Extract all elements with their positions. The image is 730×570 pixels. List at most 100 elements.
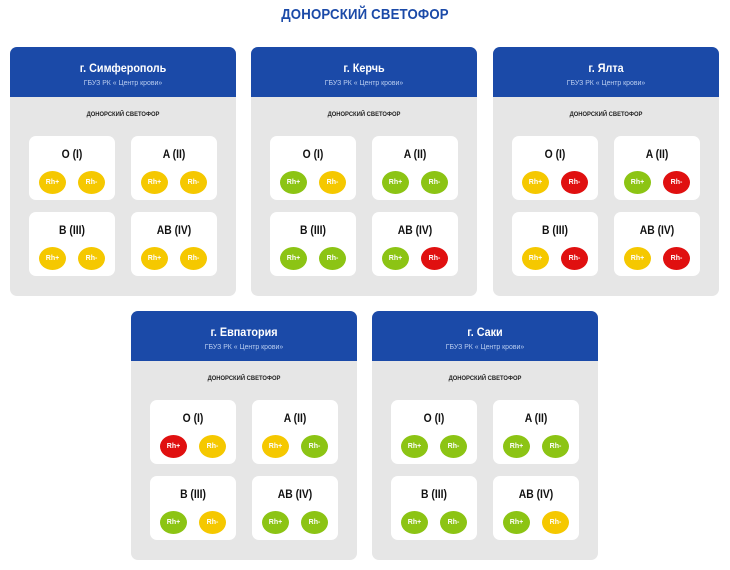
blood-group-label: A (II) (403, 149, 427, 161)
blood-group-o-i: O (I) Rh+ Rh- (270, 136, 356, 200)
city-name: г. Ялта (588, 61, 624, 75)
blood-group-label: O (I) (182, 413, 204, 425)
blood-group-ab-iv: AB (IV) Rh+ Rh- (614, 212, 700, 276)
rh-negative-indicator[interactable]: Rh- (561, 171, 588, 194)
rh-negative-indicator[interactable]: Rh- (663, 171, 690, 194)
blood-group-ab-iv: AB (IV) Rh+ Rh- (252, 476, 338, 540)
rh-positive-indicator[interactable]: Rh+ (503, 511, 530, 534)
rh-negative-indicator[interactable]: Rh- (440, 511, 467, 534)
card-header: г. Симферополь ГБУЗ РК « Центр крови» (10, 47, 236, 97)
rh-negative-indicator[interactable]: Rh- (542, 511, 569, 534)
blood-group-b-iii: B (III) Rh+ Rh- (512, 212, 598, 276)
rh-negative-indicator[interactable]: Rh- (319, 247, 346, 270)
blood-group-label: B (III) (421, 489, 447, 501)
card-header: г. Ялта ГБУЗ РК « Центр крови» (493, 47, 719, 97)
rh-positive-indicator[interactable]: Rh+ (280, 247, 307, 270)
rh-negative-indicator[interactable]: Rh- (561, 247, 588, 270)
city-card: г. Симферополь ГБУЗ РК « Центр крови» ДО… (10, 47, 236, 296)
blood-group-o-i: O (I) Rh+ Rh- (29, 136, 115, 200)
card-subtitle: ДОНОРСКИЙ СВЕТОФОР (207, 375, 281, 382)
card-subtitle: ДОНОРСКИЙ СВЕТОФОР (569, 111, 643, 118)
rh-positive-indicator[interactable]: Rh+ (141, 171, 168, 194)
rh-negative-indicator[interactable]: Rh- (421, 171, 448, 194)
rh-positive-indicator[interactable]: Rh+ (503, 435, 530, 458)
rh-negative-indicator[interactable]: Rh- (663, 247, 690, 270)
blood-group-label: O (I) (302, 149, 324, 161)
blood-group-a-ii: A (II) Rh+ Rh- (493, 400, 579, 464)
blood-group-label: B (III) (180, 489, 206, 501)
organization-name: ГБУЗ РК « Центр крови» (566, 78, 646, 87)
city-name: г. Симферополь (79, 61, 167, 75)
blood-group-a-ii: A (II) Rh+ Rh- (614, 136, 700, 200)
rh-negative-indicator[interactable]: Rh- (199, 435, 226, 458)
rh-positive-indicator[interactable]: Rh+ (382, 247, 409, 270)
rh-negative-indicator[interactable]: Rh- (199, 511, 226, 534)
city-card: г. Керчь ГБУЗ РК « Центр крови» ДОНОРСКИ… (251, 47, 477, 296)
rh-positive-indicator[interactable]: Rh+ (280, 171, 307, 194)
blood-group-label: O (I) (61, 149, 83, 161)
city-name: г. Евпатория (210, 325, 278, 339)
rh-negative-indicator[interactable]: Rh- (180, 171, 207, 194)
rh-positive-indicator[interactable]: Rh+ (39, 171, 66, 194)
organization-name: ГБУЗ РК « Центр крови» (445, 342, 525, 351)
blood-group-b-iii: B (III) Rh+ Rh- (270, 212, 356, 276)
blood-group-b-iii: B (III) Rh+ Rh- (391, 476, 477, 540)
rh-positive-indicator[interactable]: Rh+ (160, 435, 187, 458)
rh-negative-indicator[interactable]: Rh- (78, 247, 105, 270)
card-header: г. Евпатория ГБУЗ РК « Центр крови» (131, 311, 357, 361)
city-name: г. Керчь (343, 61, 385, 75)
city-card: г. Саки ГБУЗ РК « Центр крови» ДОНОРСКИЙ… (372, 311, 598, 560)
rh-positive-indicator[interactable]: Rh+ (262, 511, 289, 534)
blood-group-label: AB (IV) (518, 489, 554, 501)
rh-negative-indicator[interactable]: Rh- (421, 247, 448, 270)
card-subtitle: ДОНОРСКИЙ СВЕТОФОР (327, 111, 401, 118)
blood-group-o-i: O (I) Rh+ Rh- (512, 136, 598, 200)
rh-negative-indicator[interactable]: Rh- (301, 511, 328, 534)
blood-group-o-i: O (I) Rh+ Rh- (391, 400, 477, 464)
blood-group-a-ii: A (II) Rh+ Rh- (252, 400, 338, 464)
blood-group-label: B (III) (542, 225, 568, 237)
blood-group-label: AB (IV) (639, 225, 675, 237)
card-subtitle: ДОНОРСКИЙ СВЕТОФОР (86, 111, 160, 118)
rh-negative-indicator[interactable]: Rh- (440, 435, 467, 458)
rh-positive-indicator[interactable]: Rh+ (624, 247, 651, 270)
blood-group-label: O (I) (544, 149, 566, 161)
rh-positive-indicator[interactable]: Rh+ (522, 247, 549, 270)
organization-name: ГБУЗ РК « Центр крови» (324, 78, 404, 87)
blood-group-o-i: O (I) Rh+ Rh- (150, 400, 236, 464)
blood-group-label: B (III) (300, 225, 326, 237)
rh-positive-indicator[interactable]: Rh+ (262, 435, 289, 458)
blood-group-a-ii: A (II) Rh+ Rh- (372, 136, 458, 200)
blood-group-label: O (I) (423, 413, 445, 425)
rh-negative-indicator[interactable]: Rh- (319, 171, 346, 194)
rh-negative-indicator[interactable]: Rh- (301, 435, 328, 458)
rh-negative-indicator[interactable]: Rh- (180, 247, 207, 270)
city-card: г. Ялта ГБУЗ РК « Центр крови» ДОНОРСКИЙ… (493, 47, 719, 296)
blood-group-label: A (II) (162, 149, 186, 161)
rh-positive-indicator[interactable]: Rh+ (382, 171, 409, 194)
blood-group-b-iii: B (III) Rh+ Rh- (29, 212, 115, 276)
rh-positive-indicator[interactable]: Rh+ (522, 171, 549, 194)
rh-negative-indicator[interactable]: Rh- (542, 435, 569, 458)
page-title: ДОНОРСКИЙ СВЕТОФОР (281, 6, 449, 23)
blood-group-label: AB (IV) (397, 225, 433, 237)
rh-positive-indicator[interactable]: Rh+ (39, 247, 66, 270)
organization-name: ГБУЗ РК « Центр крови» (83, 78, 163, 87)
rh-positive-indicator[interactable]: Rh+ (141, 247, 168, 270)
rh-positive-indicator[interactable]: Rh+ (401, 435, 428, 458)
rh-negative-indicator[interactable]: Rh- (78, 171, 105, 194)
rh-positive-indicator[interactable]: Rh+ (401, 511, 428, 534)
rh-positive-indicator[interactable]: Rh+ (160, 511, 187, 534)
card-header: г. Керчь ГБУЗ РК « Центр крови» (251, 47, 477, 97)
blood-group-label: B (III) (59, 225, 85, 237)
card-header: г. Саки ГБУЗ РК « Центр крови» (372, 311, 598, 361)
blood-group-label: A (II) (645, 149, 669, 161)
rh-positive-indicator[interactable]: Rh+ (624, 171, 651, 194)
blood-group-a-ii: A (II) Rh+ Rh- (131, 136, 217, 200)
blood-group-label: AB (IV) (277, 489, 313, 501)
blood-group-ab-iv: AB (IV) Rh+ Rh- (131, 212, 217, 276)
blood-group-label: A (II) (283, 413, 307, 425)
blood-group-label: A (II) (524, 413, 548, 425)
blood-group-label: AB (IV) (156, 225, 192, 237)
blood-group-ab-iv: AB (IV) Rh+ Rh- (372, 212, 458, 276)
